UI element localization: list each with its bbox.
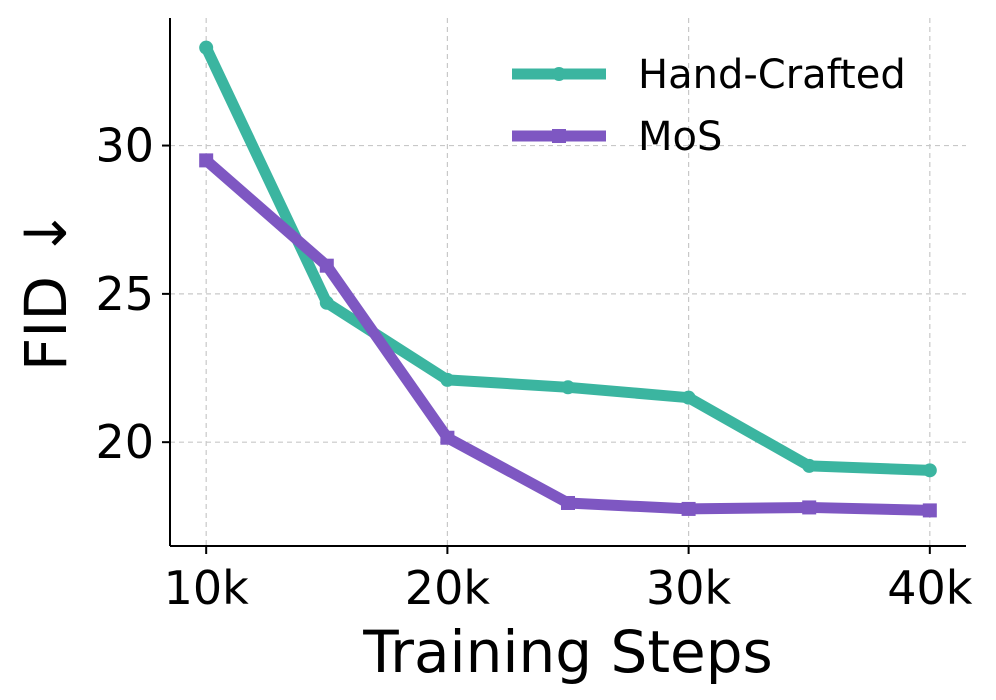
- legend-label: Hand-Crafted: [638, 52, 906, 98]
- series-line: [200, 154, 936, 516]
- x-tick-label: 30k: [646, 561, 732, 615]
- series-mos: [199, 153, 937, 518]
- legend-marker: [552, 67, 566, 81]
- legend-label: MoS: [638, 114, 722, 160]
- data-point: [802, 458, 817, 473]
- data-point: [199, 40, 214, 55]
- data-point: [922, 463, 937, 478]
- series-hand-crafted: [199, 40, 937, 478]
- data-point: [440, 372, 455, 387]
- y-tick-label: 25: [95, 267, 154, 321]
- data-point: [440, 430, 455, 445]
- data-point: [802, 500, 817, 515]
- ticks: 10k 20k 30k 40k 20 25 30: [95, 119, 972, 615]
- x-axis-title: Training Steps: [362, 618, 773, 686]
- x-tick-label: 20k: [405, 561, 491, 615]
- legend: Hand-Crafted MoS: [512, 52, 906, 160]
- y-tick-label: 20: [95, 415, 154, 469]
- data-point: [681, 390, 696, 405]
- data-point: [319, 295, 334, 310]
- data-point: [561, 495, 575, 510]
- grid: [170, 18, 966, 546]
- data-point: [319, 258, 334, 273]
- data-point: [681, 501, 696, 516]
- x-tick-label: 10k: [164, 561, 250, 615]
- x-tick-label: 40k: [887, 561, 973, 615]
- data-point: [561, 380, 575, 395]
- y-axis-title: FID ↓: [12, 209, 80, 371]
- legend-item: MoS: [512, 114, 722, 160]
- data-point: [199, 153, 214, 168]
- legend-marker: [552, 129, 566, 143]
- series: [199, 40, 937, 518]
- y-tick-label: 30: [95, 119, 154, 173]
- axes: [169, 18, 966, 547]
- legend-item: Hand-Crafted: [512, 52, 906, 98]
- data-point: [922, 503, 937, 518]
